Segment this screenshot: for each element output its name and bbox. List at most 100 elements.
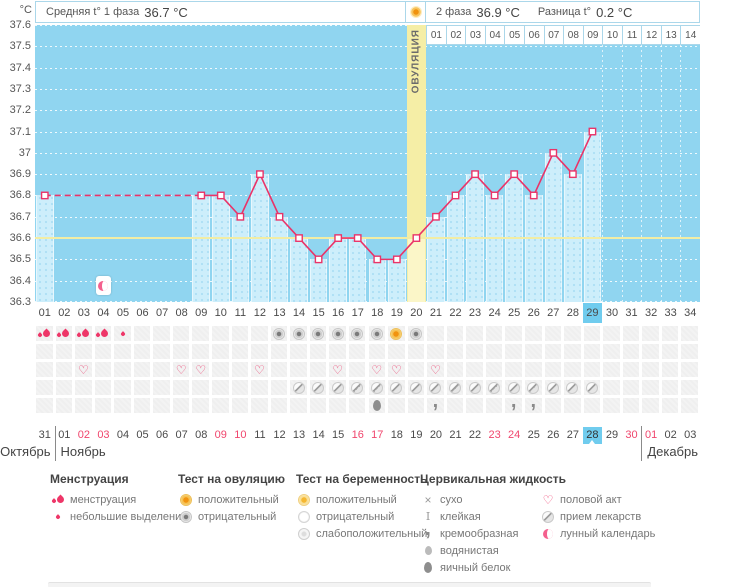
calendar-date[interactable]: 03 bbox=[97, 429, 110, 441]
marker-cell[interactable] bbox=[251, 326, 268, 341]
marker-cell[interactable] bbox=[642, 344, 659, 359]
temp-bar-day-24[interactable] bbox=[485, 195, 504, 302]
marker-cell[interactable] bbox=[231, 398, 249, 413]
temp-bar-day-14[interactable] bbox=[290, 238, 308, 302]
temp-marker-day-27[interactable] bbox=[549, 148, 558, 157]
calendar-date[interactable]: 18 bbox=[390, 429, 403, 441]
marker-cell[interactable] bbox=[603, 380, 620, 395]
marker-cell[interactable] bbox=[622, 344, 640, 359]
marker-cell[interactable] bbox=[603, 398, 620, 413]
marker-cell[interactable] bbox=[446, 344, 464, 359]
calendar-date[interactable]: 26 bbox=[547, 429, 560, 441]
marker-cell[interactable] bbox=[329, 344, 346, 359]
calendar-date[interactable]: 03 bbox=[684, 429, 697, 441]
marker-cell[interactable] bbox=[485, 362, 503, 377]
marker-cell[interactable] bbox=[36, 326, 53, 341]
calendar-date[interactable]: 06 bbox=[155, 429, 169, 441]
temp-bar-day-18[interactable] bbox=[368, 259, 387, 302]
marker-cell[interactable] bbox=[153, 326, 170, 341]
marker-cell[interactable] bbox=[642, 326, 659, 341]
marker-cell[interactable] bbox=[407, 362, 425, 377]
day-number[interactable]: 08 bbox=[175, 307, 188, 319]
temp-marker-day-20[interactable] bbox=[412, 234, 421, 242]
marker-cell[interactable] bbox=[290, 380, 307, 395]
temp-marker-day-26[interactable] bbox=[529, 191, 538, 200]
day-number[interactable]: 30 bbox=[605, 307, 619, 319]
lunar-calendar-marker[interactable] bbox=[95, 276, 111, 295]
marker-cell[interactable] bbox=[622, 326, 640, 341]
marker-cell[interactable] bbox=[329, 380, 346, 395]
calendar-date[interactable]: 02 bbox=[77, 429, 90, 441]
marker-cell[interactable] bbox=[36, 398, 53, 413]
day-number[interactable]: 23 bbox=[468, 307, 482, 319]
marker-cell[interactable] bbox=[505, 380, 522, 395]
marker-cell[interactable] bbox=[251, 398, 268, 413]
day-number[interactable]: 16 bbox=[332, 307, 345, 319]
marker-cell[interactable] bbox=[368, 344, 386, 359]
temp-bar-day-10[interactable] bbox=[212, 195, 230, 302]
calendar-date[interactable]: 27 bbox=[566, 429, 579, 441]
marker-cell[interactable] bbox=[485, 344, 503, 359]
calendar-date[interactable]: 14 bbox=[312, 429, 325, 441]
calendar-date[interactable]: 17 bbox=[371, 429, 384, 441]
marker-cell[interactable] bbox=[388, 398, 405, 413]
marker-cell[interactable] bbox=[133, 362, 151, 377]
marker-cell[interactable] bbox=[505, 326, 522, 341]
temp-marker-day-1[interactable] bbox=[40, 191, 49, 200]
calendar-date[interactable]: 07 bbox=[175, 429, 188, 441]
calendar-date[interactable]: 21 bbox=[449, 429, 462, 441]
marker-cell[interactable] bbox=[153, 344, 170, 359]
marker-cell[interactable]: ♡ bbox=[251, 362, 268, 377]
marker-cell[interactable] bbox=[270, 398, 288, 413]
day-number[interactable]: 28 bbox=[566, 307, 579, 319]
marker-cell[interactable] bbox=[564, 326, 581, 341]
temperature-chart[interactable]: ОВУЛЯЦИЯ 01 02 03 04 05 06 07 08 09 10 11 12 13 14 bbox=[35, 25, 700, 302]
marker-cell[interactable] bbox=[583, 398, 601, 413]
marker-cell[interactable] bbox=[75, 344, 92, 359]
marker-cell[interactable]: ♡ bbox=[329, 362, 346, 377]
marker-cell[interactable] bbox=[583, 362, 601, 377]
marker-cell[interactable] bbox=[75, 326, 92, 341]
marker-cell[interactable] bbox=[348, 362, 366, 377]
marker-cell[interactable] bbox=[192, 344, 210, 359]
temp-bar-day-09[interactable] bbox=[192, 195, 211, 302]
marker-cell[interactable] bbox=[114, 362, 131, 377]
marker-cell[interactable] bbox=[524, 362, 542, 377]
temp-marker-day-11[interactable] bbox=[236, 212, 245, 221]
temp-marker-day-14[interactable] bbox=[295, 234, 303, 242]
temp-bar-day-15[interactable] bbox=[309, 259, 328, 302]
day-number[interactable]: 32 bbox=[644, 307, 658, 319]
marker-cell[interactable]: , bbox=[427, 391, 444, 413]
marker-cell[interactable] bbox=[172, 398, 190, 413]
calendar-date[interactable]: 25 bbox=[527, 429, 540, 441]
calendar-date[interactable]: 16 bbox=[351, 429, 364, 441]
marker-cell[interactable] bbox=[251, 380, 268, 395]
day-number[interactable]: 20 bbox=[410, 307, 423, 319]
marker-cell[interactable] bbox=[329, 326, 346, 341]
marker-cell[interactable] bbox=[212, 380, 229, 395]
marker-cell[interactable] bbox=[231, 362, 249, 377]
marker-cell[interactable] bbox=[153, 362, 170, 377]
marker-cell[interactable] bbox=[75, 380, 92, 395]
temp-marker-day-25[interactable] bbox=[510, 170, 519, 179]
marker-cell[interactable] bbox=[153, 380, 170, 395]
temp-marker-day-9[interactable] bbox=[197, 191, 206, 200]
marker-cell[interactable] bbox=[348, 344, 366, 359]
marker-cell[interactable] bbox=[466, 362, 483, 377]
day-number[interactable]: 13 bbox=[273, 307, 286, 319]
marker-cell[interactable]: ♡ bbox=[427, 362, 444, 377]
marker-cell[interactable] bbox=[466, 398, 483, 413]
temp-bar-ovulation-day[interactable] bbox=[407, 238, 426, 302]
marker-cell[interactable] bbox=[407, 398, 425, 413]
marker-cell[interactable] bbox=[133, 326, 151, 341]
marker-cell[interactable] bbox=[309, 380, 327, 395]
temp-marker-day-13[interactable] bbox=[275, 212, 284, 221]
marker-cell[interactable] bbox=[446, 380, 464, 395]
calendar-date[interactable]: 15 bbox=[332, 429, 345, 441]
marker-cell[interactable] bbox=[446, 362, 464, 377]
calendar-date[interactable]: 22 bbox=[468, 429, 482, 441]
day-number[interactable]: 18 bbox=[371, 307, 384, 319]
marker-cell[interactable] bbox=[329, 398, 346, 413]
marker-cell[interactable] bbox=[466, 326, 483, 341]
temp-marker-day-23[interactable] bbox=[471, 170, 479, 179]
